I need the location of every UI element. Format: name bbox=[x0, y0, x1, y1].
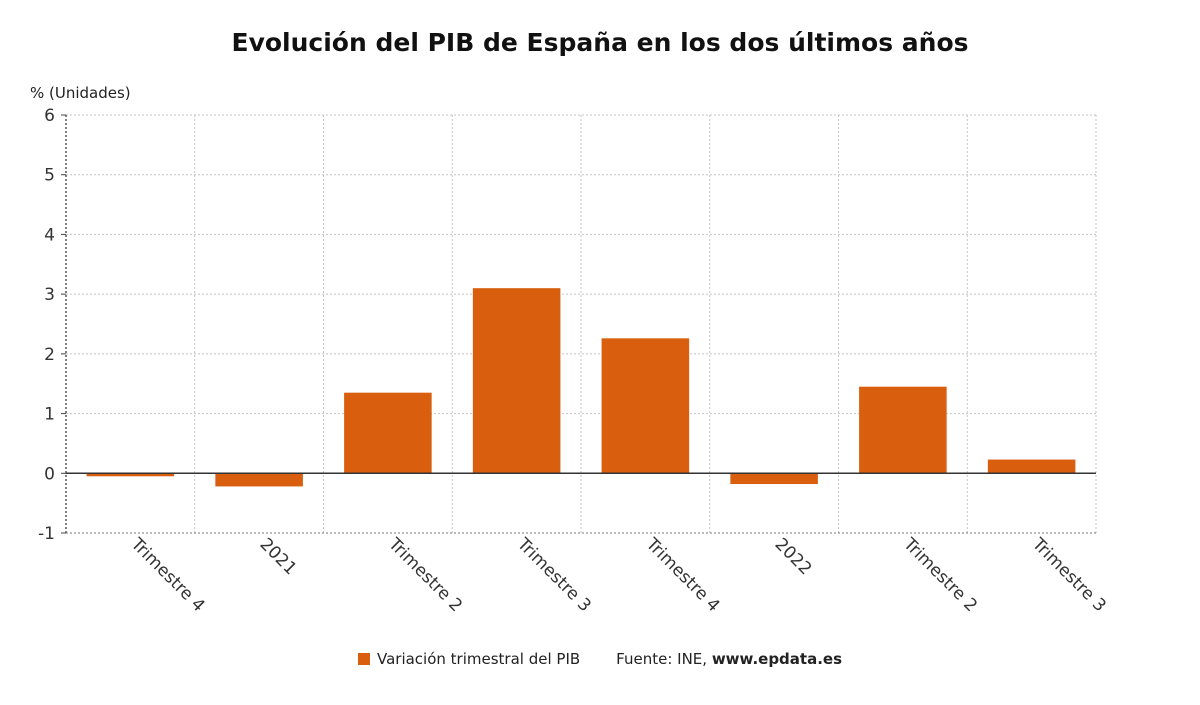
x-tick-label: Trimestre 2 bbox=[384, 534, 466, 616]
y-tick-label: -1 bbox=[38, 524, 55, 544]
legend-swatch bbox=[357, 653, 370, 665]
y-tick-label: 1 bbox=[44, 405, 55, 425]
bar bbox=[472, 288, 561, 474]
legend-label: Variación trimestral del PIB bbox=[376, 650, 581, 668]
chart-title: Evolución del PIB de España en los dos ú… bbox=[231, 28, 969, 57]
bar bbox=[344, 392, 432, 474]
x-tick-label: Trimestre 4 bbox=[126, 534, 208, 616]
x-tick-label: Trimestre 3 bbox=[1027, 534, 1109, 616]
source-prefix: Fuente: INE, bbox=[616, 650, 708, 668]
x-tick-label: Trimestre 4 bbox=[641, 534, 723, 616]
y-tick-label: 6 bbox=[44, 106, 55, 126]
source-note: Fuente: INE, www.epdata.es bbox=[616, 650, 842, 668]
bar bbox=[86, 473, 175, 477]
bar bbox=[859, 386, 947, 474]
y-tick-label: 2 bbox=[44, 345, 55, 365]
legend: Variación trimestral del PIB Fuente: INE… bbox=[0, 650, 1200, 668]
y-tick-label: 5 bbox=[44, 166, 55, 186]
x-tick-label: Trimestre 2 bbox=[899, 534, 981, 616]
y-tick-label: 4 bbox=[44, 225, 55, 245]
x-tick-label: 2021 bbox=[256, 534, 301, 579]
y-tick-label: 0 bbox=[44, 464, 55, 484]
legend-item: Variación trimestral del PIB bbox=[357, 650, 581, 668]
bar bbox=[987, 459, 1076, 474]
bar bbox=[601, 338, 690, 474]
y-tick-label: 3 bbox=[44, 285, 55, 305]
bar bbox=[730, 473, 818, 485]
source-site: www.epdata.es bbox=[711, 650, 843, 668]
y-axis-unit-label: % (Unidades) bbox=[30, 84, 131, 102]
bar bbox=[215, 473, 303, 487]
x-tick-label: 2022 bbox=[771, 534, 816, 579]
x-tick-label: Trimestre 3 bbox=[512, 534, 594, 616]
